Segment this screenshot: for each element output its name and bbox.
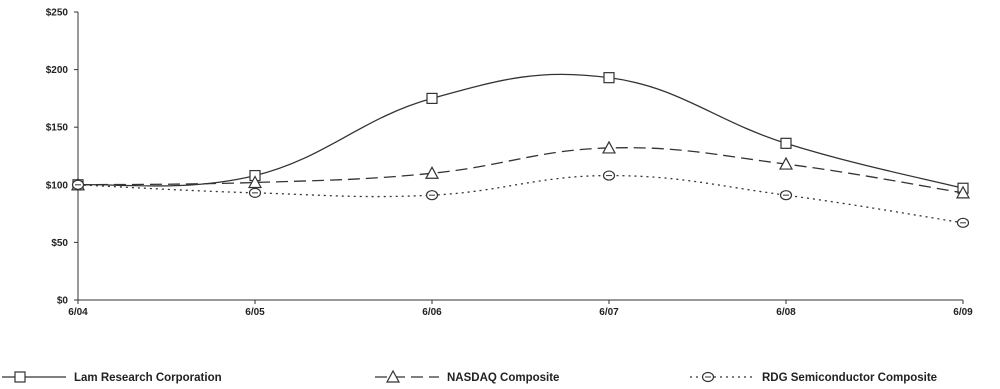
data-point-rdg-semiconductor-composite bbox=[779, 190, 793, 201]
y-tick-label: $0 bbox=[57, 296, 69, 307]
data-point-lam-research-corporation bbox=[603, 72, 615, 84]
data-point-rdg-semiconductor-composite bbox=[956, 217, 970, 228]
y-tick-label: $100 bbox=[46, 180, 69, 191]
axes: $0 $50 $100 $150 $200 $250 6/04 6/05 6/06 6/07 6/0… bbox=[46, 8, 973, 319]
series-line-lam-research-corporation bbox=[77, 73, 964, 189]
series-lam-research-corporation bbox=[72, 72, 969, 194]
x-tick-label: 6/06 bbox=[422, 307, 442, 318]
y-tick-label: $50 bbox=[51, 238, 68, 249]
legend: Lam Research Corporation NASDAQ Composite… bbox=[2, 369, 937, 384]
data-point-lam-research-corporation bbox=[426, 92, 438, 105]
x-tick-label: 6/08 bbox=[776, 307, 796, 318]
data-point-rdg-semiconductor-composite bbox=[71, 179, 85, 190]
legend-label: RDG Semiconductor Composite bbox=[762, 372, 937, 384]
legend-item-nasdaq-composite: NASDAQ Composite bbox=[375, 369, 559, 384]
legend-label: NASDAQ Composite bbox=[447, 372, 559, 384]
series-line-nasdaq-composite bbox=[77, 147, 964, 194]
y-tick-label: $150 bbox=[46, 123, 69, 134]
series-rdg-semiconductor-composite bbox=[71, 170, 970, 228]
x-tick-label: 6/04 bbox=[68, 307, 88, 318]
legend-marker-lam-research-corporation bbox=[14, 371, 26, 383]
data-point-nasdaq-composite bbox=[247, 175, 263, 189]
data-point-nasdaq-composite bbox=[424, 166, 440, 179]
x-tick-label: 6/05 bbox=[245, 307, 265, 318]
data-point-rdg-semiconductor-composite bbox=[602, 170, 616, 181]
data-point-nasdaq-composite bbox=[955, 185, 971, 199]
y-tick-label: $200 bbox=[46, 65, 69, 76]
legend-item-lam-research-corporation: Lam Research Corporation bbox=[2, 371, 222, 384]
legend-label: Lam Research Corporation bbox=[74, 372, 222, 384]
data-point-lam-research-corporation bbox=[780, 137, 792, 149]
legend-marker-nasdaq-composite bbox=[385, 369, 401, 383]
series-nasdaq-composite bbox=[70, 140, 971, 199]
legend-marker-rdg-semiconductor-composite bbox=[701, 371, 715, 383]
y-tick-label: $250 bbox=[46, 8, 69, 19]
data-point-nasdaq-composite bbox=[778, 156, 794, 170]
series-layer bbox=[70, 72, 971, 228]
data-point-nasdaq-composite bbox=[601, 140, 617, 154]
x-tick-label: 6/09 bbox=[953, 307, 973, 318]
data-point-rdg-semiconductor-composite bbox=[248, 187, 262, 198]
legend-item-rdg-semiconductor-composite: RDG Semiconductor Composite bbox=[690, 371, 937, 384]
data-point-rdg-semiconductor-composite bbox=[425, 190, 439, 201]
x-tick-label: 6/07 bbox=[599, 307, 619, 318]
